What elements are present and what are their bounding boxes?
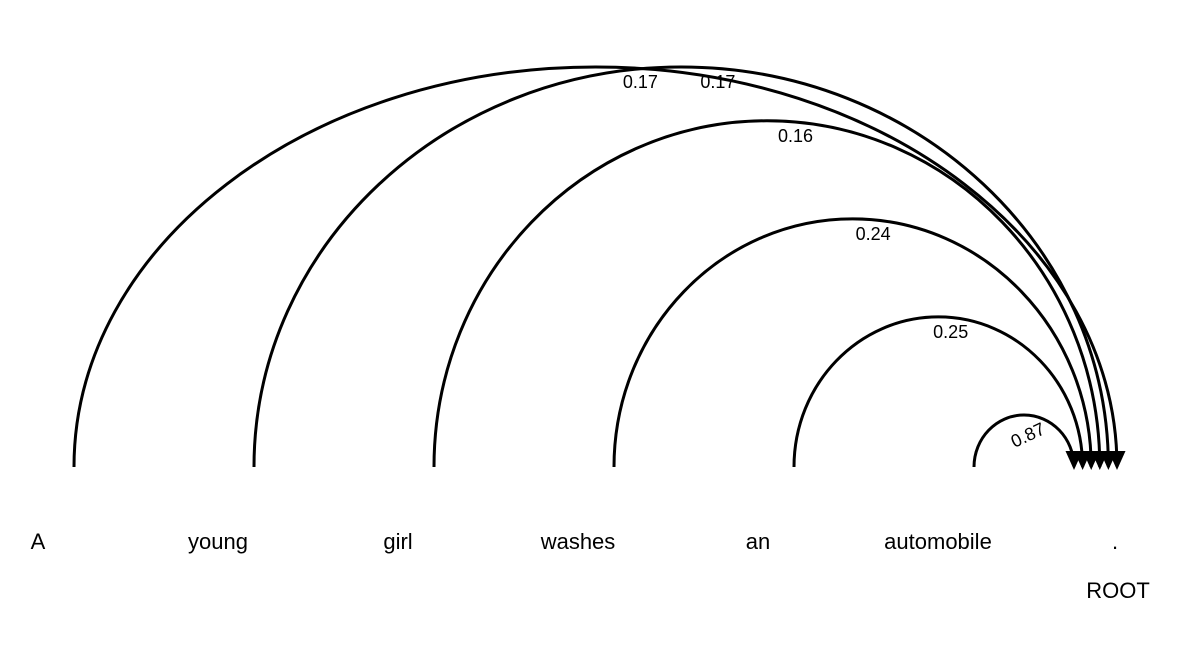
arc-layer	[72, 65, 1119, 468]
arc-0-to-6	[72, 65, 1119, 468]
weight-label-3: 0.24	[856, 224, 891, 244]
arc-4-to-6	[792, 315, 1085, 468]
token-1: young	[188, 529, 248, 554]
arrowhead-layer	[1065, 451, 1126, 470]
weight-label-2: 0.16	[778, 126, 813, 146]
token-2: girl	[383, 529, 412, 554]
weight-label-5: 0.87	[1008, 419, 1048, 452]
arc-5-to-6	[972, 413, 1076, 468]
weight-label-0: 0.17	[623, 72, 658, 92]
arrowhead-5	[1065, 451, 1083, 470]
root-label: ROOT	[1086, 578, 1150, 603]
arc-3-to-6	[612, 217, 1093, 468]
arc-1-to-6	[252, 65, 1110, 468]
token-0: A	[31, 529, 46, 554]
arc-2-to-6	[432, 119, 1102, 468]
weight-label-1: 0.17	[700, 72, 735, 92]
token-3: washes	[540, 529, 616, 554]
weight-label-4: 0.25	[933, 322, 968, 342]
token-5: automobile	[884, 529, 992, 554]
token-6: .	[1112, 529, 1118, 554]
token-4: an	[746, 529, 770, 554]
